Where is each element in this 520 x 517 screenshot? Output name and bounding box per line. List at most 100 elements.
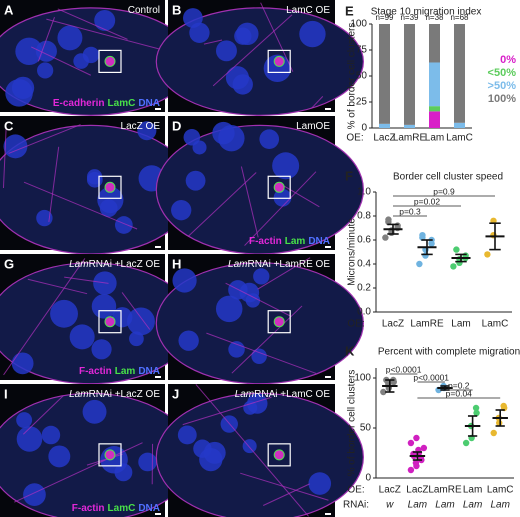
n-label: n=38 — [425, 13, 444, 22]
cell-border — [37, 17, 55, 62]
panel-title: LacZ OE — [121, 121, 161, 132]
cell-border — [212, 14, 293, 87]
channel-name: Lam — [115, 366, 136, 377]
panel-letter: C — [4, 118, 14, 133]
channel-name: DNA — [138, 503, 160, 514]
channel-legend: F-actin Lam DNA — [79, 366, 160, 377]
chart-letter: E — [345, 3, 354, 18]
nucleus — [127, 307, 155, 336]
x-tick-label: LamC — [482, 319, 509, 330]
cell-border — [240, 166, 259, 238]
nucleus — [23, 483, 46, 506]
bar-segment — [454, 24, 465, 123]
x-tick-label: Lam — [451, 319, 470, 330]
y-tick-label: 0.8 — [357, 211, 371, 222]
cell-border — [203, 39, 223, 45]
nucleus — [308, 472, 332, 495]
x-tick-label: LacZ — [373, 133, 395, 144]
panel-title-italic: Lam — [228, 259, 247, 270]
panel-title: LamRNAi +LamRE OE — [228, 259, 330, 270]
y-tick-label: 0.0 — [357, 307, 371, 318]
border-cell-cluster — [273, 181, 285, 193]
chart-title: Percent with complete migration — [378, 347, 520, 358]
inset-box — [267, 310, 291, 334]
y-axis-label: % of border cell clusters — [347, 370, 358, 477]
cell-border — [48, 146, 60, 222]
x-tick-label: LamRE — [393, 133, 427, 144]
cell-border — [195, 384, 309, 517]
nucleus — [251, 348, 267, 364]
cell-border — [30, 46, 92, 76]
micrograph-panel: H LamRNAi +LamRE OE — [155, 254, 364, 385]
y-tick-label: 75 — [356, 45, 368, 56]
nucleus — [129, 331, 144, 347]
panel-letter: G — [4, 256, 14, 271]
micrograph-panel: C LacZ OE — [0, 116, 194, 255]
category-axis-label: OE: — [346, 133, 363, 144]
nucleus — [3, 134, 28, 159]
border-cell-cluster — [104, 449, 116, 461]
border-cell-cluster — [104, 316, 116, 328]
cell-border — [2, 126, 7, 188]
nucleus — [253, 268, 270, 285]
channel-name: F-actin — [249, 236, 282, 247]
bar-segment — [429, 24, 440, 63]
nucleus — [177, 425, 197, 445]
cell-border — [240, 472, 329, 501]
nucleus — [183, 128, 201, 146]
x-tick-label-2: Lam — [435, 500, 454, 511]
cell-border — [23, 181, 138, 230]
y-axis-label: % of border cell clusters — [347, 23, 358, 130]
bar-segment — [429, 111, 440, 128]
panel-letter: B — [172, 2, 181, 17]
chart-title: Stage 10 migration index — [371, 7, 482, 18]
nucleus — [228, 341, 245, 358]
data-point — [412, 459, 420, 467]
channel-name: Lam — [285, 236, 306, 247]
nucleus — [36, 209, 53, 227]
inset-box — [98, 310, 122, 334]
nucleus — [15, 37, 43, 66]
cell-border — [244, 171, 317, 246]
panel-title: LamRNAi +LacZ OE — [69, 259, 160, 270]
cell-border — [187, 172, 257, 237]
n-label: n=99 — [375, 13, 394, 22]
inset-box — [267, 49, 291, 74]
cell-border — [262, 483, 310, 506]
nucleus — [48, 445, 71, 468]
x-tick-label: LamC — [446, 133, 473, 144]
data-point — [413, 434, 420, 442]
cell-border — [310, 96, 324, 109]
panel-letter: J — [172, 386, 179, 401]
nucleus — [245, 293, 261, 308]
cell-border — [260, 2, 294, 72]
data-point — [453, 246, 460, 253]
channel-name: F-actin — [79, 366, 112, 377]
border-cell-cluster — [273, 316, 285, 328]
data-point — [462, 439, 470, 447]
x-tick-label: LacZ — [382, 319, 404, 330]
panel-title-text: RNAi +LacZ OE — [89, 259, 161, 270]
nucleus — [91, 294, 117, 319]
channel-name: DNA — [138, 366, 160, 377]
nucleus — [114, 463, 133, 482]
y-tick-label: 0.6 — [357, 235, 371, 246]
cell-border — [8, 124, 81, 154]
scale-bar — [325, 246, 331, 248]
nucleus — [97, 186, 124, 214]
border-cell-cluster — [104, 55, 116, 67]
nucleus — [82, 399, 107, 424]
channel-name: DNA — [308, 236, 330, 247]
data-point — [394, 222, 401, 229]
scale-bar — [325, 376, 331, 378]
nucleus — [212, 121, 235, 145]
bar-segment — [404, 124, 415, 128]
micrograph-panel: G LamRNAi +LacZ OEF-actin Lam DNA — [0, 254, 194, 385]
nucleus — [5, 79, 33, 107]
nucleus — [299, 20, 326, 48]
y-tick-label: 50 — [356, 71, 368, 82]
y-tick-label: 1.0 — [357, 187, 371, 198]
y-tick-label: 50 — [360, 423, 372, 434]
x-tick-label: Lam — [463, 485, 482, 496]
nucleus — [57, 25, 83, 51]
